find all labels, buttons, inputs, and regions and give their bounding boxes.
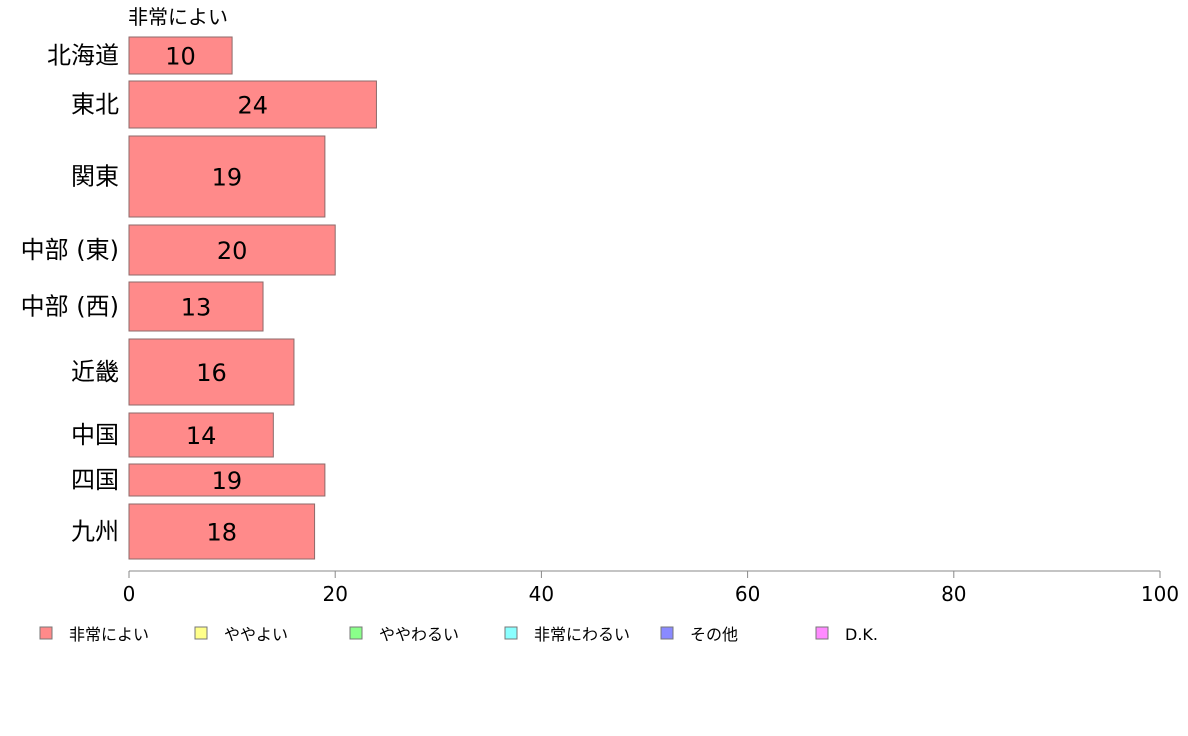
legend: 非常によい ややよい ややわるい 非常にわるい その他 D.K. bbox=[39, 625, 878, 644]
category-label: 近畿 bbox=[71, 358, 119, 386]
category-label: 中部 (西) bbox=[21, 293, 119, 321]
legend-swatch bbox=[504, 626, 518, 640]
category-label: 九州 bbox=[71, 518, 119, 546]
category-label: 東北 bbox=[71, 91, 119, 119]
bar-value-label: 13 bbox=[181, 294, 212, 322]
legend-label: ややわるい bbox=[379, 625, 459, 644]
bar-value-label: 14 bbox=[186, 422, 217, 450]
category-label: 関東 bbox=[71, 163, 119, 191]
x-tick-label: 60 bbox=[735, 582, 760, 606]
legend-label: ややよい bbox=[224, 625, 288, 644]
series-title: 非常によい bbox=[128, 5, 228, 29]
bar-value-label: 20 bbox=[217, 237, 248, 265]
bar-value-label: 10 bbox=[165, 43, 196, 71]
bar bbox=[128, 135, 326, 218]
legend-label: 非常にわるい bbox=[534, 625, 630, 644]
x-tick-label: 0 bbox=[123, 582, 136, 606]
bar-value-label: 18 bbox=[207, 519, 238, 547]
legend-label: 非常によい bbox=[69, 625, 149, 644]
x-axis: 0 20 40 60 80 100 bbox=[123, 570, 1179, 606]
bar bbox=[128, 281, 264, 332]
bars-group: 北海道 10 東北 24 関東 19 中部 (東) 20 中部 (西) 13 近畿 16 中国 14 四国 1… bbox=[21, 36, 377, 560]
legend-swatch bbox=[194, 626, 208, 640]
bar bbox=[128, 412, 274, 458]
category-label: 中部 (東) bbox=[21, 236, 119, 264]
category-label: 北海道 bbox=[47, 42, 119, 70]
bar bbox=[128, 80, 377, 129]
bar bbox=[128, 338, 295, 406]
x-tick-label: 100 bbox=[1141, 582, 1179, 606]
bar bbox=[128, 503, 316, 560]
bar bbox=[128, 463, 326, 497]
bar bbox=[128, 224, 336, 276]
legend-swatch bbox=[39, 626, 53, 640]
legend-label: D.K. bbox=[845, 625, 878, 644]
category-label: 四国 bbox=[71, 466, 119, 494]
category-label: 中国 bbox=[71, 421, 119, 449]
bar bbox=[128, 36, 233, 75]
legend-swatch bbox=[349, 626, 363, 640]
x-tick-label: 20 bbox=[322, 582, 347, 606]
legend-swatch bbox=[815, 626, 829, 640]
bar-value-label: 19 bbox=[212, 164, 243, 192]
legend-swatch bbox=[660, 626, 674, 640]
legend-label: その他 bbox=[690, 625, 738, 644]
x-tick-label: 80 bbox=[941, 582, 966, 606]
x-tick-label: 40 bbox=[529, 582, 554, 606]
bar-value-label: 24 bbox=[237, 92, 268, 120]
bar-value-label: 16 bbox=[196, 359, 227, 387]
bar-value-label: 19 bbox=[212, 467, 243, 495]
